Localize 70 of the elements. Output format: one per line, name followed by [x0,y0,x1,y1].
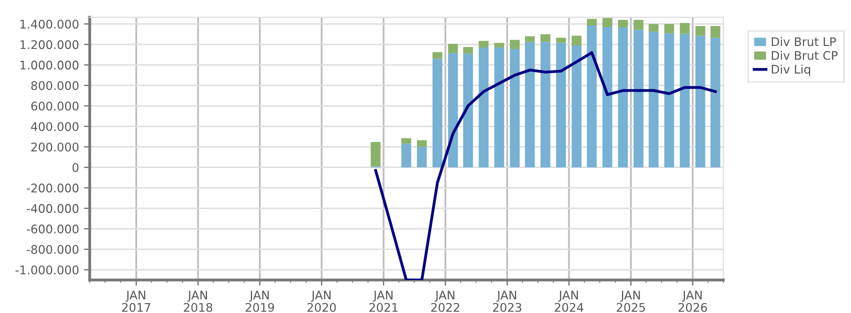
bar [695,36,706,168]
bar [401,144,412,168]
bar [540,34,550,42]
bar [634,30,644,168]
bar [556,42,566,168]
bar [478,48,489,168]
legend-label: Div Liq [772,64,810,76]
bar [572,36,582,46]
bar [572,45,582,168]
bar [586,26,597,168]
y-tick-label: 400.000 [31,122,78,132]
x-tick-label: JAN 2024 [554,290,584,312]
bar [710,38,720,168]
y-tick-label: 200.000 [31,142,78,152]
bar [648,32,659,168]
bar [556,38,566,43]
bar [510,49,520,168]
bar [494,48,504,168]
x-tick-label: JAN 2020 [307,290,336,312]
legend-label: Div Brut CP [772,50,838,60]
bar [618,28,628,168]
bar [664,33,674,168]
bar [618,20,628,28]
bar [524,42,535,168]
y-tick-label: 800.000 [31,81,78,90]
bar [510,40,520,50]
y-tick-label: 1.000.000 [20,60,78,70]
y-tick-label: -400.000 [26,204,78,213]
bar [695,26,706,36]
legend-label: Div Brut LP [772,36,836,46]
y-tick-label: -600.000 [26,224,78,234]
bar [370,142,381,166]
bar [416,140,427,147]
bar [432,52,442,59]
y-tick-label: 1.400.000 [20,20,78,29]
x-tick-label: JAN 2021 [369,290,398,312]
bar [478,40,489,48]
x-tick-label: JAN 2025 [616,290,645,312]
bar [664,24,674,34]
bar [540,42,550,168]
y-tick-label: 0 [72,163,78,172]
bar [634,20,644,30]
bar [602,18,612,28]
bar [586,18,597,26]
bar [432,58,442,168]
bar [448,53,458,168]
line-series [374,51,717,280]
y-tick-label: -200.000 [26,184,78,192]
bar [648,24,659,32]
bar [416,146,427,168]
x-tick-label: JAN 2017 [122,290,150,312]
bar [401,138,412,144]
bar [680,34,690,168]
x-tick-label: JAN 2019 [246,290,274,312]
y-tick-label: 1.200.000 [20,40,78,50]
bar [710,26,720,38]
bar [602,27,612,168]
bar [524,36,535,42]
x-tick-label: JAN 2022 [431,290,460,312]
y-tick-label: 600.000 [31,102,78,111]
y-tick-label: -1.000.000 [16,265,78,274]
x-tick-label: JAN 2018 [184,290,212,312]
y-tick-label: -800.000 [26,245,78,254]
bar [463,47,473,54]
x-tick-label: JAN 2026 [678,290,707,312]
bar [680,22,690,34]
bar [448,44,458,54]
x-tick-label: JAN 2023 [493,290,522,312]
bar [463,54,473,168]
bar [494,42,504,48]
